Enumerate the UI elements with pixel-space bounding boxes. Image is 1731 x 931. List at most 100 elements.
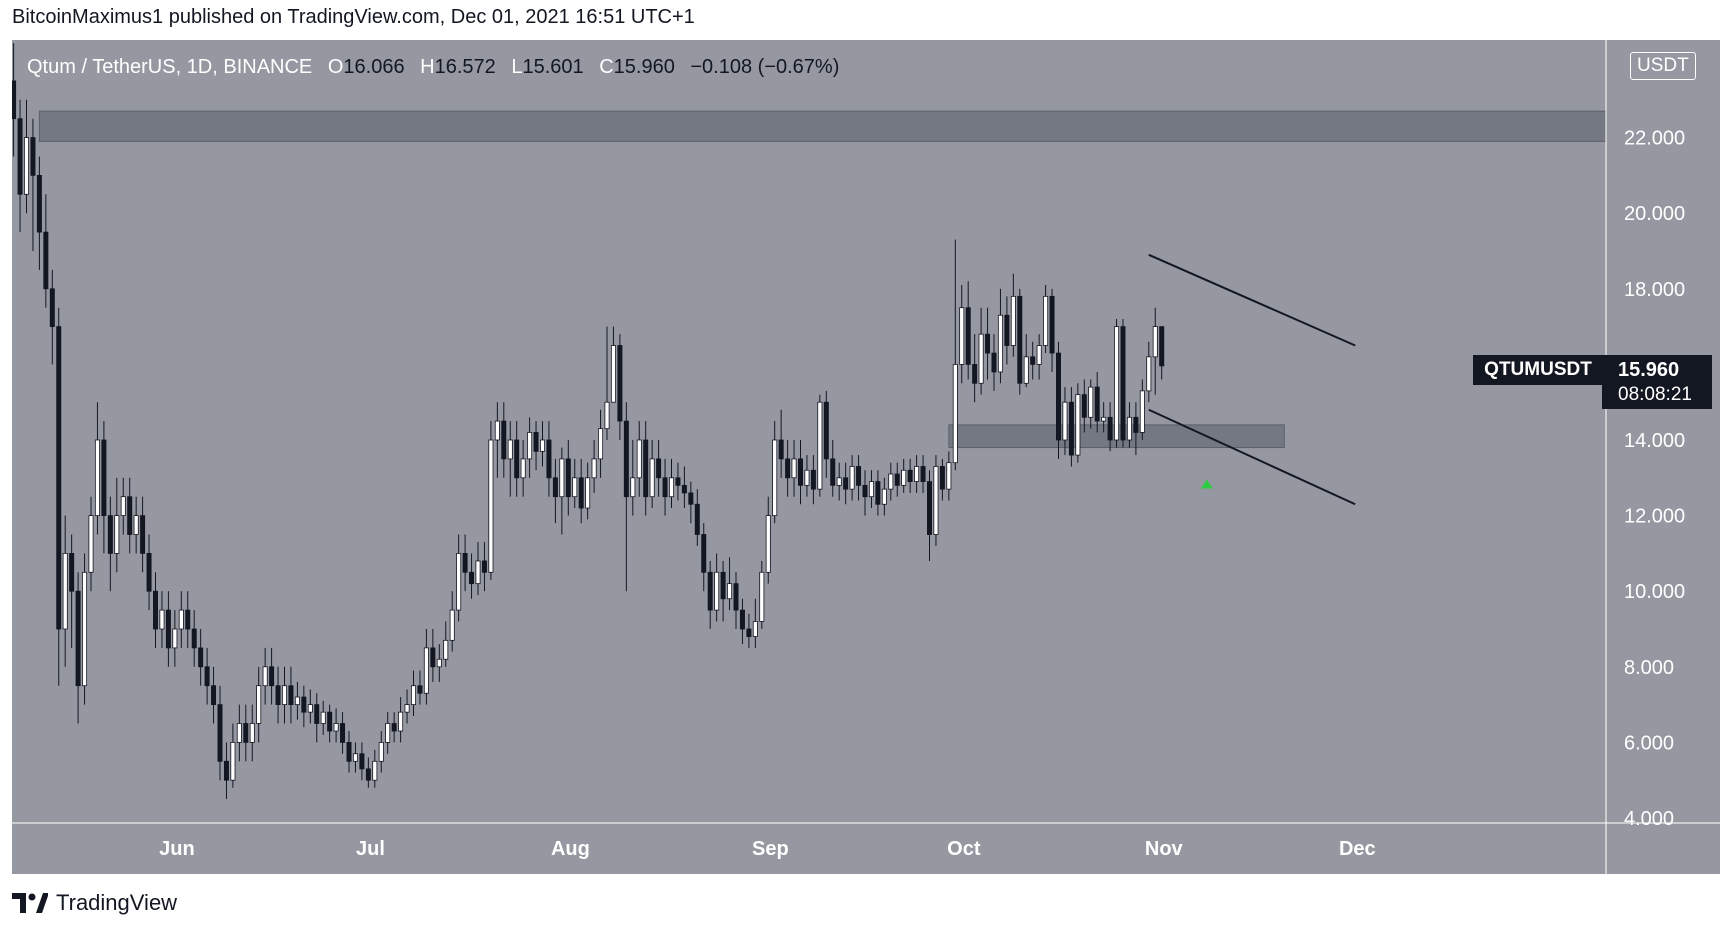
- candle-body: [920, 466, 926, 482]
- candle-body: [1133, 416, 1139, 433]
- candle-body: [1159, 326, 1165, 367]
- candle-body: [23, 137, 29, 195]
- candle-body: [223, 760, 229, 781]
- candle-body: [159, 609, 165, 630]
- time-tick-label: Nov: [1145, 838, 1184, 860]
- support-resistance-zone: [38, 110, 1606, 142]
- price-tick-label: 14.000: [1624, 430, 1685, 452]
- descending-channel-line: [1148, 408, 1356, 506]
- candle-body: [836, 477, 842, 486]
- candle-body: [772, 439, 778, 516]
- candle-body: [1043, 295, 1049, 346]
- candle-body: [1081, 394, 1087, 418]
- brand-name: TradingView: [56, 890, 178, 915]
- candle-body: [236, 723, 242, 743]
- publisher-line: BitcoinMaximus1 published on TradingView…: [12, 6, 695, 28]
- candle-body: [785, 458, 791, 479]
- candle-body: [591, 458, 597, 479]
- candle-body: [501, 420, 507, 460]
- footer-brand[interactable]: TradingView: [12, 890, 177, 916]
- candle-body: [746, 628, 752, 637]
- candle-body: [436, 658, 442, 668]
- candle-body: [823, 401, 829, 460]
- candle-body: [598, 428, 604, 460]
- candle-body: [269, 666, 275, 687]
- price-tick-label: 4.000: [1624, 808, 1674, 830]
- candle-body: [410, 685, 416, 706]
- candle-body: [230, 742, 236, 781]
- candle-body: [778, 439, 784, 460]
- candle-body: [959, 307, 965, 365]
- price-tick-label: 10.000: [1624, 581, 1685, 603]
- candle-body: [385, 723, 391, 743]
- candle-body: [172, 628, 178, 649]
- candle-body: [759, 571, 765, 622]
- candle-body: [727, 583, 733, 600]
- candle-body: [1030, 356, 1036, 365]
- candle-body: [739, 609, 745, 630]
- candle-body: [907, 469, 913, 482]
- candle-body: [527, 432, 533, 460]
- candle-body: [714, 571, 720, 611]
- time-tick-label: Oct: [947, 838, 981, 860]
- candle-body: [217, 704, 223, 762]
- candle-body: [333, 723, 339, 732]
- candle-body: [694, 503, 700, 535]
- candle-body: [1088, 386, 1094, 418]
- candle-body: [843, 477, 849, 490]
- candle-body: [127, 496, 133, 535]
- candle-body: [688, 492, 694, 505]
- candle-body: [49, 288, 55, 327]
- candle-body: [481, 560, 487, 573]
- low-value: 15.601: [522, 56, 584, 78]
- candle-body: [1120, 326, 1126, 441]
- candle-body: [752, 621, 758, 637]
- candle-body: [636, 439, 642, 479]
- candle-body: [604, 401, 610, 430]
- candle-body: [75, 590, 81, 687]
- candle-body: [733, 583, 739, 611]
- candle-body: [30, 137, 36, 176]
- candle-body: [675, 477, 681, 486]
- candles: [12, 43, 1165, 800]
- candle-body: [901, 469, 907, 486]
- candle-body: [152, 590, 158, 630]
- currency-unit-button[interactable]: USDT: [1630, 52, 1696, 80]
- candle-body: [365, 768, 371, 781]
- price-tick-label: 6.000: [1624, 732, 1674, 754]
- candle-body: [1049, 295, 1055, 354]
- candle-body: [449, 609, 455, 641]
- candle-body: [443, 639, 449, 660]
- candle-body: [862, 484, 868, 498]
- time-tick-label: Aug: [551, 838, 590, 860]
- close-label: C: [599, 56, 614, 78]
- candle-body: [249, 723, 255, 743]
- candle-body: [623, 420, 629, 498]
- candle-body: [701, 534, 707, 573]
- candle-body: [804, 469, 810, 486]
- candle-body: [82, 571, 88, 687]
- candle-body: [952, 363, 958, 464]
- candle-body: [185, 609, 191, 630]
- candle-body: [56, 326, 62, 630]
- candle-body: [894, 473, 900, 486]
- candle-body: [565, 458, 571, 498]
- candle-body: [320, 711, 326, 724]
- candle-body: [720, 571, 726, 600]
- candle-body: [972, 363, 978, 384]
- chart-area[interactable]: [12, 40, 1720, 874]
- candle-body: [1010, 295, 1016, 346]
- candle-body: [204, 666, 210, 687]
- candle-body: [1114, 326, 1120, 441]
- candle-body: [430, 647, 436, 668]
- price-tick-label: 12.000: [1624, 506, 1685, 528]
- candle-body: [165, 609, 171, 649]
- candle-body: [997, 314, 1003, 373]
- candle-body: [359, 753, 365, 770]
- candle-body: [914, 466, 920, 482]
- candle-body: [1146, 356, 1152, 392]
- candle-body: [36, 174, 42, 233]
- candle-body: [1094, 386, 1100, 422]
- candle-body: [991, 352, 997, 373]
